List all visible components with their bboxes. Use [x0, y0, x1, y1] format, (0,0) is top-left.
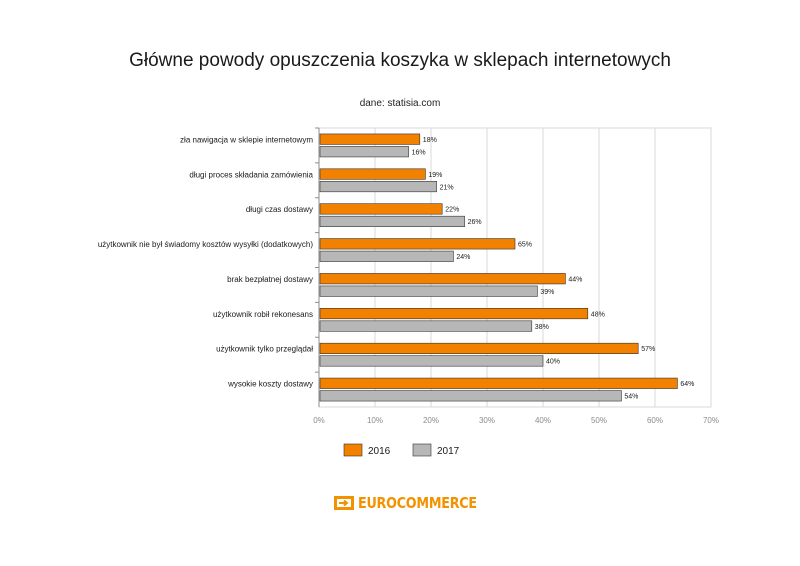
category-label: zła nawigacja w sklepie internetowym — [180, 135, 313, 144]
x-tick-label: 20% — [423, 416, 439, 425]
x-tick-label: 30% — [479, 416, 495, 425]
legend-label-2017: 2017 — [437, 446, 460, 457]
eurocommerce-logo: EUROCOMMERCE — [334, 494, 498, 512]
category-label: użytkownik tylko przeglądał — [216, 345, 313, 354]
bar-2017 — [319, 250, 454, 262]
bar-2017 — [319, 181, 437, 193]
bar-2016 — [319, 238, 516, 250]
data-label: 19% — [428, 172, 442, 179]
data-label: 54% — [624, 394, 638, 401]
data-label: 16% — [412, 149, 426, 156]
category-label: wysokie koszty dostawy — [227, 380, 313, 389]
legend-swatch-2017 — [412, 443, 432, 457]
data-label: 26% — [468, 219, 482, 226]
category-label: użytkownik robił rekonesans — [213, 310, 313, 319]
chart-title: Główne powody opuszczenia koszyka w skle… — [129, 50, 671, 71]
x-tick-label: 60% — [647, 416, 663, 425]
x-tick-label: 70% — [703, 416, 719, 425]
data-label: 64% — [680, 381, 694, 388]
bar-2016 — [319, 273, 566, 285]
data-label: 22% — [445, 207, 459, 214]
data-label: 57% — [641, 346, 655, 353]
category-label: długi proces składania zamówienia — [189, 170, 313, 179]
bar-2017 — [319, 355, 544, 367]
bar-2017 — [319, 390, 622, 402]
category-label: użytkownik nie był świadomy kosztów wysy… — [98, 240, 314, 249]
legend-swatch-2016 — [343, 443, 363, 457]
data-label: 40% — [546, 359, 560, 366]
bar-2016 — [319, 308, 589, 320]
legend-label-2016: 2016 — [368, 446, 391, 457]
data-label: 39% — [540, 289, 554, 296]
logo-text: EUROCOMMERCE — [358, 494, 477, 512]
bar-2016 — [319, 342, 639, 354]
data-label: 21% — [440, 184, 454, 191]
bar-2016 — [319, 168, 426, 180]
x-tick-label: 10% — [367, 416, 383, 425]
cart-arrow-icon — [334, 496, 354, 510]
data-label: 38% — [535, 324, 549, 331]
category-label: długi czas dostawy — [246, 205, 313, 214]
data-label: 24% — [456, 254, 470, 261]
bar-2017 — [319, 215, 465, 227]
bar-2016 — [319, 133, 421, 145]
data-label: 48% — [591, 311, 605, 318]
bar-2017 — [319, 146, 409, 158]
x-tick-label: 0% — [313, 416, 325, 425]
chart-subtitle: dane: statisia.com — [359, 98, 441, 109]
data-label: 18% — [423, 137, 437, 144]
category-label: brak bezpłatnej dostawy — [227, 275, 313, 284]
data-label: 44% — [568, 276, 582, 283]
x-tick-label: 50% — [591, 416, 607, 425]
x-tick-label: 40% — [535, 416, 551, 425]
bar-2016 — [319, 377, 678, 389]
bar-2016 — [319, 203, 443, 215]
bar-2017 — [319, 285, 538, 297]
bar-2017 — [319, 320, 533, 332]
data-label: 65% — [518, 242, 532, 249]
